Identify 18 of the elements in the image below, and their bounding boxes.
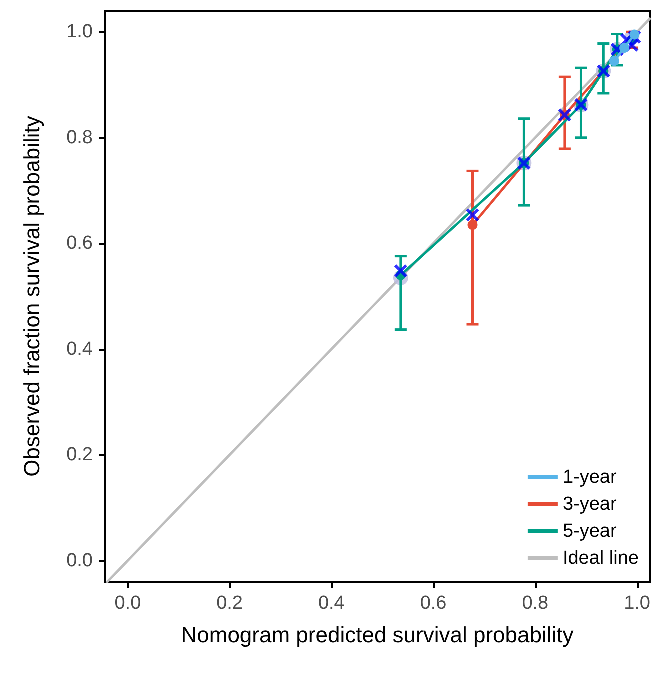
y-tick-label: 0.2 (66, 444, 93, 466)
legend-label: Ideal line (562, 548, 640, 569)
x-tick-label: 0.8 (522, 593, 549, 614)
x-axis-title: Nomogram predicted survival probability (181, 622, 574, 648)
y-axis-title: Observed fraction survival probability (20, 116, 44, 477)
y-tick-label: 0.6 (66, 233, 93, 254)
y-tick-label: 0.8 (66, 127, 93, 148)
y-tick-label: 0.4 (66, 338, 94, 360)
y-tick-label: 1.0 (66, 22, 93, 43)
x-tick-label: 0.0 (114, 593, 142, 614)
legend-label: 3-year (562, 494, 618, 515)
y-tick-label: 0.0 (66, 550, 93, 572)
x-tick-label: 0.6 (420, 593, 447, 614)
x-tick-label: 1.0 (624, 593, 650, 614)
x-tick-label: 0.2 (216, 593, 243, 614)
x-tick-label: 0.4 (318, 593, 346, 614)
legend-label: 1-year (562, 467, 618, 488)
legend-label: 5-year (562, 521, 618, 542)
